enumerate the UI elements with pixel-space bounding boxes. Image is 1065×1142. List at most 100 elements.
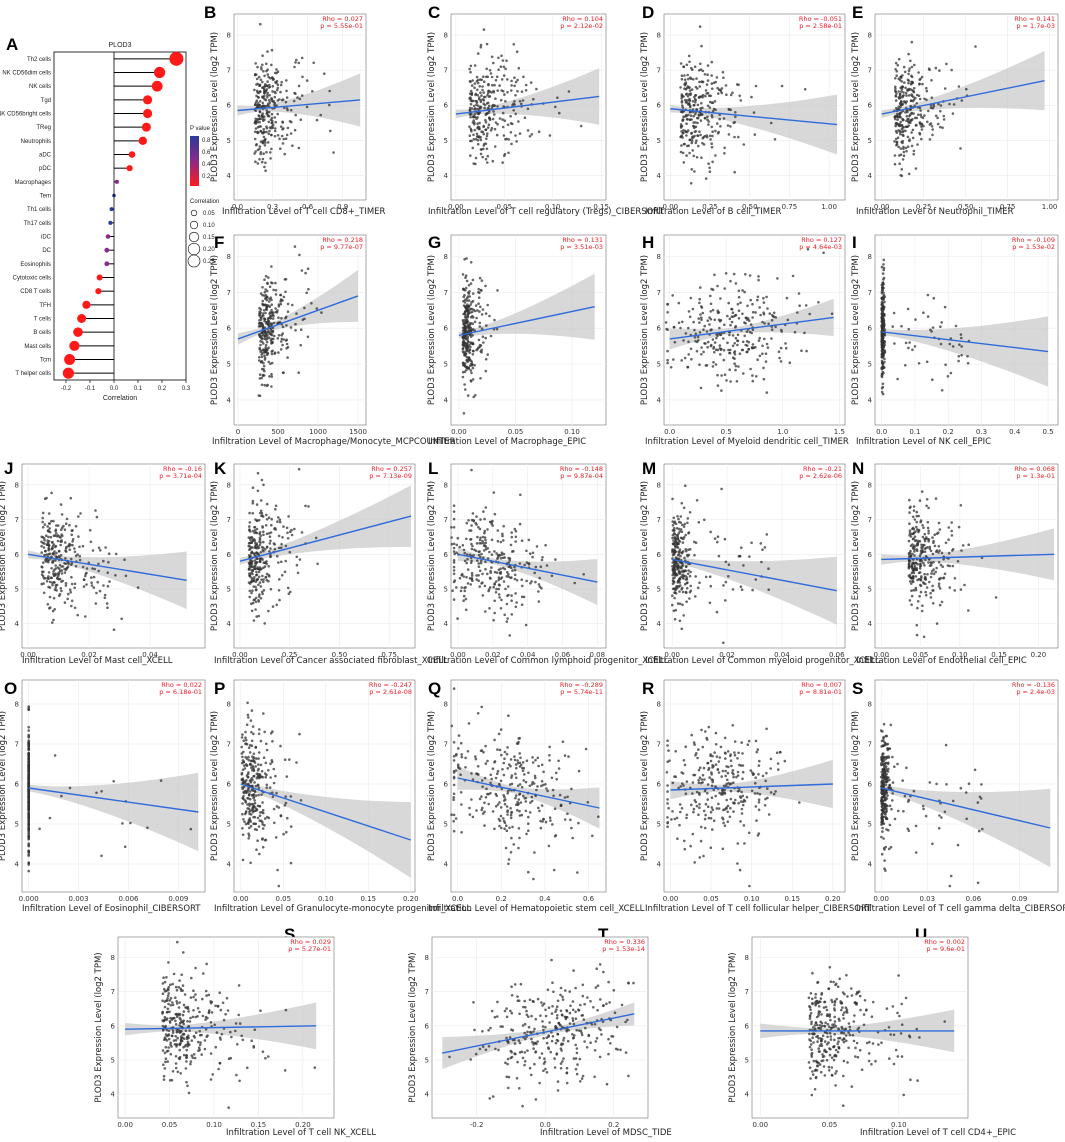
scatter-point xyxy=(741,289,744,292)
scatter-point xyxy=(938,549,941,552)
correlation-legend-title: Correlation xyxy=(190,199,219,205)
x-tick-label: 1500 xyxy=(349,428,367,436)
scatter-point xyxy=(254,127,258,130)
scatter-point xyxy=(261,374,265,378)
scatter-point xyxy=(688,99,692,102)
scatter-point xyxy=(479,561,483,565)
scatter-point xyxy=(686,517,690,520)
scatter-point xyxy=(776,277,779,280)
scatter-point xyxy=(487,123,491,126)
scatter-point xyxy=(713,341,717,344)
scatter-point xyxy=(709,317,713,321)
scatter-point xyxy=(124,574,128,578)
scatter-point xyxy=(947,551,951,555)
scatter-point xyxy=(260,160,264,164)
scatter-point xyxy=(717,554,721,558)
scatter-point xyxy=(258,540,261,543)
y-tick-label: 7 xyxy=(15,741,19,749)
scatter-point xyxy=(697,339,700,342)
scatter-point xyxy=(242,794,245,798)
x-tick-label: 0.3 xyxy=(976,428,987,436)
scatter-point xyxy=(919,113,923,116)
scatter-point xyxy=(793,330,797,334)
scatter-point xyxy=(894,137,898,141)
scatter-point xyxy=(730,307,733,311)
scatter-point xyxy=(501,125,505,129)
scatter-point xyxy=(679,123,683,126)
scatter-point xyxy=(54,545,57,549)
scatter-point xyxy=(908,341,911,344)
scatter-point xyxy=(894,77,897,80)
scatter-point xyxy=(52,581,56,584)
scatter-point xyxy=(530,580,533,583)
scatter-point xyxy=(45,579,49,583)
scatter-point xyxy=(673,596,676,600)
scatter-point xyxy=(719,125,722,128)
scatter-point xyxy=(462,548,466,552)
scatter-point xyxy=(289,326,293,329)
correlation-legend-tick: 0.15 xyxy=(203,235,215,241)
scatter-point xyxy=(740,546,743,549)
scatter-point xyxy=(734,111,737,114)
scatter-point xyxy=(501,111,505,115)
scatter-point xyxy=(43,542,46,545)
scatter-point xyxy=(913,566,916,570)
scatter-point xyxy=(249,861,252,865)
correlation-legend-tick: 0.20 xyxy=(203,247,215,253)
scatter-point xyxy=(920,490,924,493)
scatter-point xyxy=(723,323,726,327)
scatter-point xyxy=(479,91,482,94)
scatter-point xyxy=(54,567,58,570)
scatter-point xyxy=(452,565,456,569)
scatter-point xyxy=(462,594,466,598)
scatter-point xyxy=(910,94,914,98)
scatter-point xyxy=(27,755,31,759)
scatter-point xyxy=(710,328,713,331)
scatter-point xyxy=(918,567,922,570)
scatter-point xyxy=(279,293,282,297)
scatter-point xyxy=(724,580,728,584)
scatter-point xyxy=(960,336,963,340)
scatter-point xyxy=(51,547,54,550)
scatter-point xyxy=(679,126,683,129)
scatter-point xyxy=(294,329,297,332)
scatter-point xyxy=(694,575,697,578)
scatter-point xyxy=(750,541,753,545)
scatter-point xyxy=(915,544,918,547)
scatter-point xyxy=(711,288,715,292)
scatter-point xyxy=(256,471,260,475)
scatter-point xyxy=(671,603,674,607)
scatter-point xyxy=(301,75,304,79)
scatter-point xyxy=(70,533,73,537)
scatter-point xyxy=(720,374,723,377)
scatter-point xyxy=(480,313,484,316)
lollipop-title: PLOD3 xyxy=(109,42,132,49)
scatter-point xyxy=(905,94,908,97)
scatter-point xyxy=(248,595,251,599)
scatter-point xyxy=(256,117,260,121)
scatter-point xyxy=(540,558,544,562)
lollipop-category-label: NK CD56bright cells xyxy=(0,112,51,118)
y-tick-label: 8 xyxy=(227,253,231,261)
scatter-point xyxy=(259,499,263,502)
scatter-point xyxy=(919,77,922,81)
scatter-point xyxy=(270,333,274,337)
scatter-point xyxy=(493,145,497,148)
scatter-point xyxy=(714,108,717,112)
scatter-point xyxy=(898,162,901,165)
scatter-point xyxy=(908,531,912,535)
scatter-point xyxy=(719,90,723,93)
scatter-point xyxy=(737,555,741,558)
scatter-point xyxy=(462,575,466,578)
scatter-point xyxy=(249,719,253,722)
scatter-point xyxy=(462,351,466,355)
y-tick-label: 6 xyxy=(868,102,873,110)
scatter-point xyxy=(263,84,267,87)
scatter-point xyxy=(700,156,703,159)
scatter-point xyxy=(688,60,691,64)
y-tick-label: 8 xyxy=(227,701,231,709)
scatter-point xyxy=(918,499,922,502)
scatter-point xyxy=(682,115,685,118)
scatter-point xyxy=(274,836,278,839)
scatter-point xyxy=(463,315,467,319)
